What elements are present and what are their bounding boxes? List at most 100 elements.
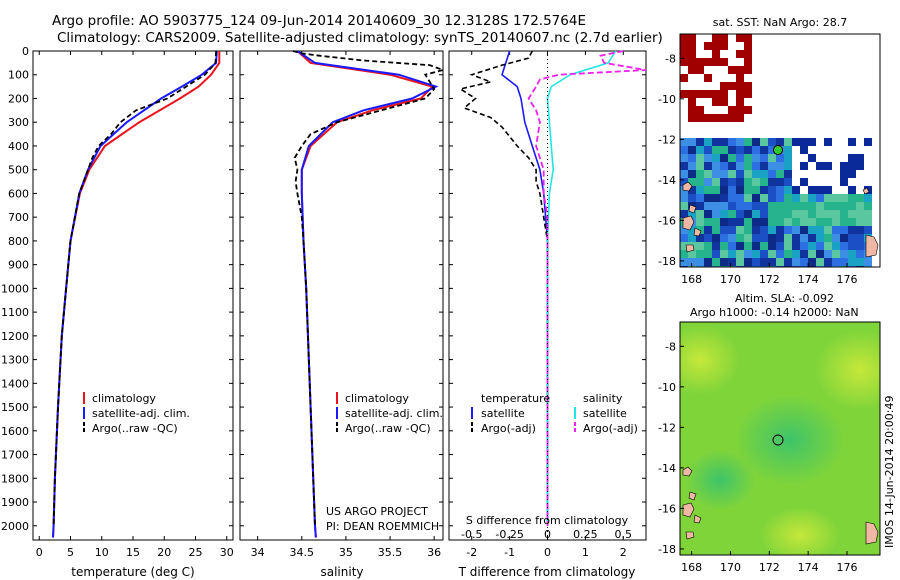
sst-cell [696, 258, 704, 266]
sst-cell [704, 186, 712, 194]
sst-cell [752, 202, 760, 210]
sst-cell [800, 162, 808, 170]
sst-cell [744, 66, 752, 74]
sla-high-patch [760, 507, 840, 555]
sst-cell [712, 58, 720, 66]
sst-cell [776, 178, 784, 186]
sst-cell [680, 178, 688, 186]
sst-cell [744, 42, 752, 50]
x-tick-label: 0 [544, 546, 551, 559]
sst-cell [704, 170, 712, 178]
sst-cell [752, 250, 760, 258]
sst-cell [840, 162, 848, 170]
sst-cell [848, 226, 856, 234]
sst-cell [784, 194, 792, 202]
sst-cell [728, 258, 736, 266]
sst-cell [712, 98, 720, 106]
legend-label-argo: Argo(..raw -QC) [92, 422, 178, 435]
sst-cell [704, 74, 712, 82]
sst-cell [720, 194, 728, 202]
sst-cell [696, 186, 704, 194]
sst-map [680, 34, 880, 267]
map-x-tick-label: 172 [759, 273, 780, 286]
sst-cell [792, 242, 800, 250]
salinity-plot: 34 34.5 35 35.5 36 [240, 50, 447, 559]
sst-cell [768, 218, 776, 226]
sst-cell [808, 218, 816, 226]
sst-cell [784, 258, 792, 266]
depth-tick-label: 1600 [1, 425, 29, 438]
sst-cell [712, 202, 720, 210]
sst-cell [744, 210, 752, 218]
sst-cell [768, 250, 776, 258]
sst-cell [736, 74, 744, 82]
sst-cell [760, 226, 768, 234]
series-line-climatology [52, 51, 221, 538]
map-y-tick-label: -8 [665, 340, 676, 353]
sst-cell [800, 178, 808, 186]
map-y-tick-label: -14 [658, 462, 676, 475]
sst-cell [704, 154, 712, 162]
x-tick-label: 15 [126, 546, 140, 559]
sst-cell [792, 218, 800, 226]
argo-position-marker [773, 145, 783, 155]
sst-cell [864, 258, 872, 266]
legend-label-climatology: climatology [345, 392, 409, 405]
sst-cell [824, 258, 832, 266]
sst-cell [720, 154, 728, 162]
sst-cell [840, 202, 848, 210]
sst-cell [680, 170, 688, 178]
depth-tick-label: 800 [8, 235, 29, 248]
sst-cell [856, 194, 864, 202]
sst-cell [800, 202, 808, 210]
sst-cell [728, 162, 736, 170]
sst-cell [824, 162, 832, 170]
sla-low-patch [685, 450, 755, 510]
sla-map-ticks: 168 170 172 174 176 -8 -10 -12 -14 -16 -18 [658, 340, 857, 574]
sst-cell [800, 194, 808, 202]
sst-cell [752, 146, 760, 154]
sst-cell [728, 202, 736, 210]
salinity-xlabel: salinity [320, 565, 363, 579]
sst-cell [768, 258, 776, 266]
sst-cell [824, 226, 832, 234]
sst-cell [840, 194, 848, 202]
sst-cell [760, 154, 768, 162]
sla-map [680, 322, 880, 555]
sst-cell [704, 202, 712, 210]
depth-tick-labels: 0 100 200 300 400 500 600 700 800 900 1000 1100 1200… [1, 45, 29, 533]
sst-cell [680, 202, 688, 210]
legend-label-satellite: satellite-adj. clim. [92, 407, 190, 420]
sst-cell [704, 138, 712, 146]
map-x-tick-label: 174 [798, 273, 819, 286]
sst-cell [688, 106, 696, 114]
sst-cell [680, 250, 688, 258]
sst-cell [760, 186, 768, 194]
sst-cell [736, 98, 744, 106]
sst-cell [776, 250, 784, 258]
sla-map-subtitle: Argo h1000: -0.14 h2000: NaN [690, 306, 859, 319]
sst-cell [768, 170, 776, 178]
sst-cell [832, 258, 840, 266]
sst-cell [744, 50, 752, 58]
sst-cell [752, 154, 760, 162]
depth-tick-label: 1900 [1, 496, 29, 509]
sst-cell [760, 234, 768, 242]
map-x-tick-label: 170 [720, 273, 741, 286]
sst-cell [688, 66, 696, 74]
sst-cell [784, 226, 792, 234]
sst-cell [712, 42, 720, 50]
depth-tick-label: 500 [8, 164, 29, 177]
sst-cell [760, 218, 768, 226]
x-tick-label: 35.5 [378, 546, 403, 559]
sst-cell [744, 90, 752, 98]
sst-cell [728, 82, 736, 90]
sst-cell [696, 250, 704, 258]
sst-cell [696, 210, 704, 218]
depth-tick-label: 200 [8, 92, 29, 105]
sst-cell [736, 162, 744, 170]
title-line2: Climatology: CARS2009. Satellite-adjuste… [57, 30, 663, 46]
sst-cell [768, 202, 776, 210]
sst-cell [696, 90, 704, 98]
